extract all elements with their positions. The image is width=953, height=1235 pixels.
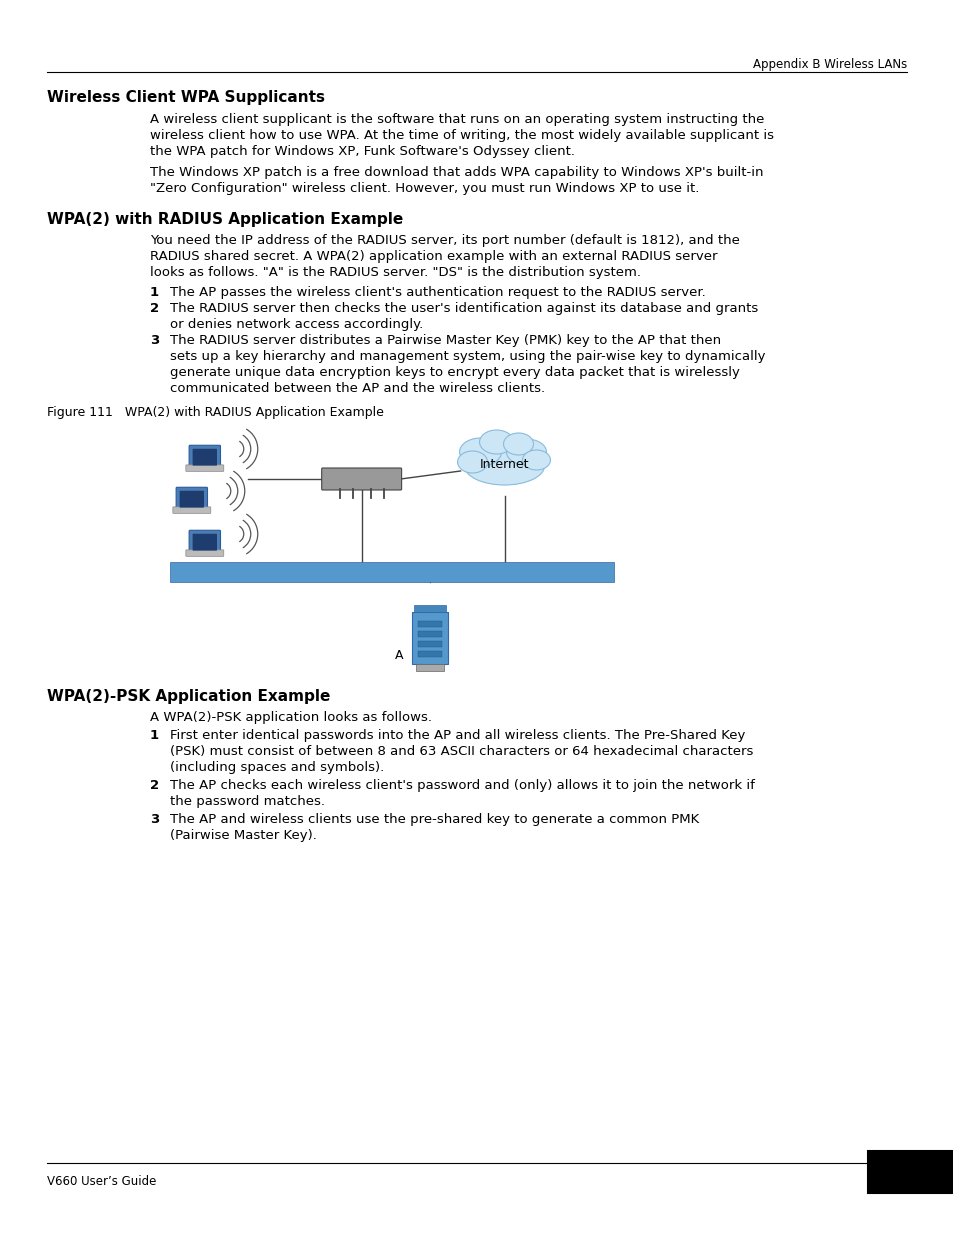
Ellipse shape bbox=[459, 438, 501, 466]
Text: 1: 1 bbox=[150, 287, 159, 299]
Text: 175: 175 bbox=[878, 1174, 941, 1204]
Bar bbox=[867, 1151, 952, 1193]
Text: The RADIUS server then checks the user's identification against its database and: The RADIUS server then checks the user's… bbox=[170, 303, 758, 315]
FancyBboxPatch shape bbox=[186, 550, 224, 556]
FancyBboxPatch shape bbox=[189, 446, 220, 469]
Text: 3: 3 bbox=[150, 813, 159, 826]
FancyBboxPatch shape bbox=[193, 448, 216, 466]
Bar bbox=[417, 641, 441, 647]
Ellipse shape bbox=[464, 447, 544, 485]
Text: V660 User’s Guide: V660 User’s Guide bbox=[47, 1174, 156, 1188]
Text: 2: 2 bbox=[150, 779, 159, 792]
Text: (including spaces and symbols).: (including spaces and symbols). bbox=[170, 761, 384, 774]
Ellipse shape bbox=[503, 433, 533, 454]
Bar bbox=[417, 631, 441, 637]
Bar bbox=[411, 613, 447, 664]
Text: You need the IP address of the RADIUS server, its port number (default is 1812),: You need the IP address of the RADIUS se… bbox=[150, 233, 739, 247]
Text: Figure 111   WPA(2) with RADIUS Application Example: Figure 111 WPA(2) with RADIUS Applicatio… bbox=[47, 406, 383, 419]
Text: Appendix B Wireless LANs: Appendix B Wireless LANs bbox=[752, 58, 906, 70]
Text: 2: 2 bbox=[150, 303, 159, 315]
Text: "Zero Configuration" wireless client. However, you must run Windows XP to use it: "Zero Configuration" wireless client. Ho… bbox=[150, 182, 699, 195]
Bar bbox=[170, 562, 614, 582]
Ellipse shape bbox=[506, 438, 546, 466]
Text: WPA(2) with RADIUS Application Example: WPA(2) with RADIUS Application Example bbox=[47, 212, 403, 227]
Text: the WPA patch for Windows XP, Funk Software's Odyssey client.: the WPA patch for Windows XP, Funk Softw… bbox=[150, 144, 575, 158]
Ellipse shape bbox=[479, 430, 513, 454]
Text: (Pairwise Master Key).: (Pairwise Master Key). bbox=[170, 829, 316, 842]
Text: Internet: Internet bbox=[479, 458, 529, 471]
Text: The AP checks each wireless client's password and (only) allows it to join the n: The AP checks each wireless client's pas… bbox=[170, 779, 754, 792]
Text: 1: 1 bbox=[150, 729, 159, 742]
Text: Wireless Client WPA Supplicants: Wireless Client WPA Supplicants bbox=[47, 90, 325, 105]
Text: RADIUS shared secret. A WPA(2) application example with an external RADIUS serve: RADIUS shared secret. A WPA(2) applicati… bbox=[150, 249, 717, 263]
Text: A WPA(2)-PSK application looks as follows.: A WPA(2)-PSK application looks as follow… bbox=[150, 711, 432, 724]
Text: sets up a key hierarchy and management system, using the pair-wise key to dynami: sets up a key hierarchy and management s… bbox=[170, 350, 764, 363]
Text: wireless client how to use WPA. At the time of writing, the most widely availabl: wireless client how to use WPA. At the t… bbox=[150, 128, 773, 142]
Text: The AP passes the wireless client's authentication request to the RADIUS server.: The AP passes the wireless client's auth… bbox=[170, 287, 705, 299]
Text: or denies network access accordingly.: or denies network access accordingly. bbox=[170, 317, 422, 331]
FancyBboxPatch shape bbox=[186, 464, 224, 472]
Text: The Windows XP patch is a free download that adds WPA capability to Windows XP's: The Windows XP patch is a free download … bbox=[150, 165, 762, 179]
Text: A: A bbox=[395, 650, 403, 662]
Text: DS: DS bbox=[381, 576, 402, 589]
Text: The RADIUS server distributes a Pairwise Master Key (PMK) key to the AP that the: The RADIUS server distributes a Pairwise… bbox=[170, 333, 720, 347]
Text: The AP and wireless clients use the pre-shared key to generate a common PMK: The AP and wireless clients use the pre-… bbox=[170, 813, 699, 826]
Text: (PSK) must consist of between 8 and 63 ASCII characters or 64 hexadecimal charac: (PSK) must consist of between 8 and 63 A… bbox=[170, 745, 753, 758]
FancyBboxPatch shape bbox=[193, 534, 216, 551]
Text: generate unique data encryption keys to encrypt every data packet that is wirele: generate unique data encryption keys to … bbox=[170, 366, 739, 379]
Text: the password matches.: the password matches. bbox=[170, 795, 325, 808]
Text: First enter identical passwords into the AP and all wireless clients. The Pre-Sh: First enter identical passwords into the… bbox=[170, 729, 744, 742]
Text: communicated between the AP and the wireless clients.: communicated between the AP and the wire… bbox=[170, 382, 544, 395]
Bar bbox=[414, 605, 445, 613]
FancyBboxPatch shape bbox=[172, 506, 211, 514]
Bar bbox=[417, 621, 441, 627]
Text: WPA(2)-PSK Application Example: WPA(2)-PSK Application Example bbox=[47, 689, 330, 704]
Text: A wireless client supplicant is the software that runs on an operating system in: A wireless client supplicant is the soft… bbox=[150, 112, 763, 126]
Bar bbox=[417, 651, 441, 657]
FancyBboxPatch shape bbox=[179, 490, 204, 508]
FancyBboxPatch shape bbox=[176, 488, 208, 511]
FancyBboxPatch shape bbox=[189, 530, 220, 555]
FancyBboxPatch shape bbox=[321, 468, 401, 490]
Text: 3: 3 bbox=[150, 333, 159, 347]
Text: looks as follows. "A" is the RADIUS server. "DS" is the distribution system.: looks as follows. "A" is the RADIUS serv… bbox=[150, 266, 640, 279]
Ellipse shape bbox=[457, 451, 487, 473]
Bar bbox=[416, 664, 443, 671]
Ellipse shape bbox=[522, 450, 550, 471]
